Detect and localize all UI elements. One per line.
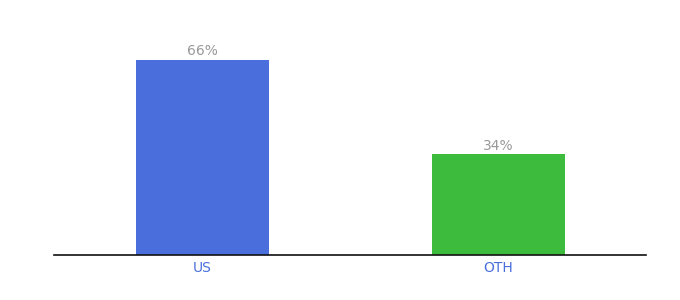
Bar — [136, 59, 269, 255]
Text: 66%: 66% — [187, 44, 218, 58]
Text: 34%: 34% — [483, 139, 513, 153]
Bar — [432, 154, 564, 255]
